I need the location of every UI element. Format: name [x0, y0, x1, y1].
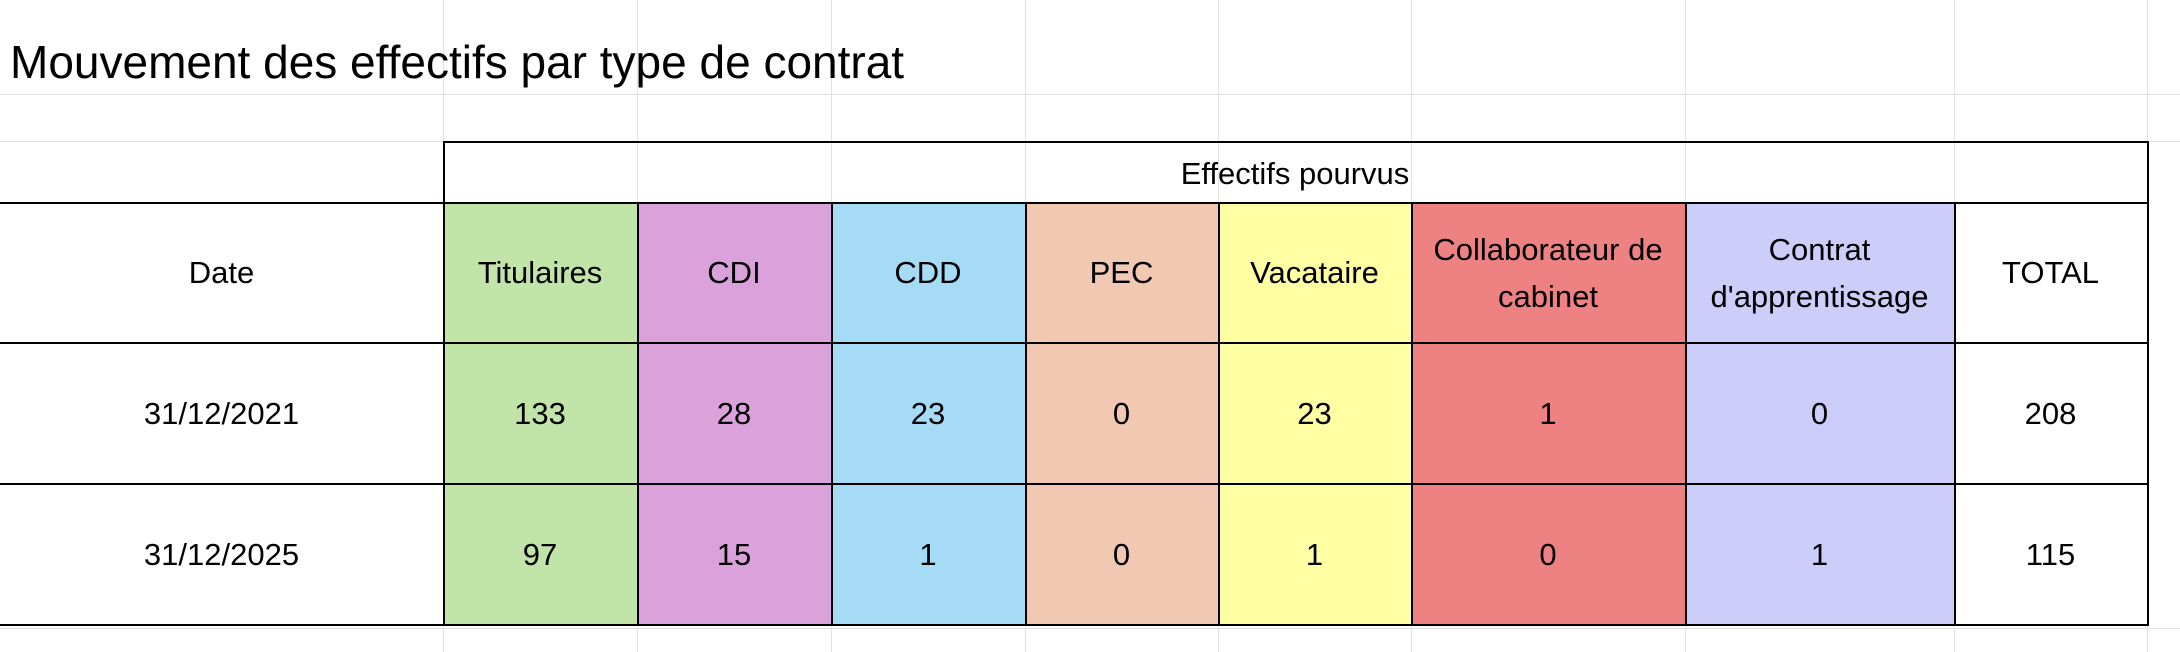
header-total: TOTAL [1954, 202, 2147, 343]
table-border [1025, 202, 1027, 626]
header-total-label: TOTAL [2001, 255, 2100, 290]
date-column-header: Date [188, 255, 255, 290]
row-2-titulaires: 97 [443, 484, 637, 625]
row-2-total: 115 [2025, 537, 2076, 572]
row-1-cdd: 23 [831, 343, 1025, 484]
table-border [1218, 202, 1220, 626]
table-border [0, 483, 2149, 485]
header-cdd-label: CDD [894, 255, 962, 290]
row-2-pec: 0 [1025, 484, 1218, 625]
header-pec: PEC [1025, 202, 1218, 343]
table-border [2147, 141, 2149, 626]
group-header-effectifs-pourvus: Effectifs pourvus [1180, 156, 1410, 191]
row-2-vacataire: 1 [1218, 484, 1411, 625]
row-1-total: 208 [2024, 396, 2077, 431]
header-contrat-apprentissage: Contrat d'apprentissage [1685, 202, 1954, 343]
header-cdi: CDI [637, 202, 831, 343]
sheet-title: Mouvement des effectifs par type de cont… [10, 36, 905, 88]
row-1-collaborateur: 1 [1411, 343, 1685, 484]
row-1-apprentissage: 0 [1685, 343, 1954, 484]
header-vacataire-label: Vacataire [1250, 255, 1379, 290]
header-pec-label: PEC [1089, 255, 1154, 290]
header-apprentissage-label: Contrat d'apprentissage [1710, 231, 1929, 314]
table-border [831, 202, 833, 626]
header-titulaires-label: Titulaires [477, 255, 603, 290]
header-collaborateur-de-cabinet: Collaborateur de cabinet [1411, 202, 1685, 343]
header-vacataire: Vacataire [1218, 202, 1411, 343]
row-1-titulaires: 133 [443, 343, 637, 484]
table-border [443, 141, 445, 626]
row-1-cdi: 28 [637, 343, 831, 484]
table-border [0, 624, 2149, 626]
table-border [0, 202, 2149, 204]
table-border [443, 141, 2149, 143]
table-border [1685, 202, 1687, 626]
row-2-cdi: 15 [637, 484, 831, 625]
table-border [0, 342, 2149, 344]
header-titulaires: Titulaires [443, 202, 637, 343]
row-1-pec: 0 [1025, 343, 1218, 484]
row-1-date: 31/12/2021 [143, 396, 300, 431]
table-border [1954, 202, 1956, 626]
gridline [0, 94, 2180, 95]
row-2-cdd: 1 [831, 484, 1025, 625]
row-2-collaborateur: 0 [1411, 484, 1685, 625]
row-2-date: 31/12/2025 [143, 537, 300, 572]
header-collaborateur-label: Collaborateur de cabinet [1433, 231, 1663, 314]
table-border [637, 202, 639, 626]
row-2-apprentissage: 1 [1685, 484, 1954, 625]
header-cdi-label: CDI [707, 255, 761, 290]
gridline [0, 628, 2180, 629]
table-border [1411, 202, 1413, 626]
row-1-vacataire: 23 [1218, 343, 1411, 484]
header-cdd: CDD [831, 202, 1025, 343]
